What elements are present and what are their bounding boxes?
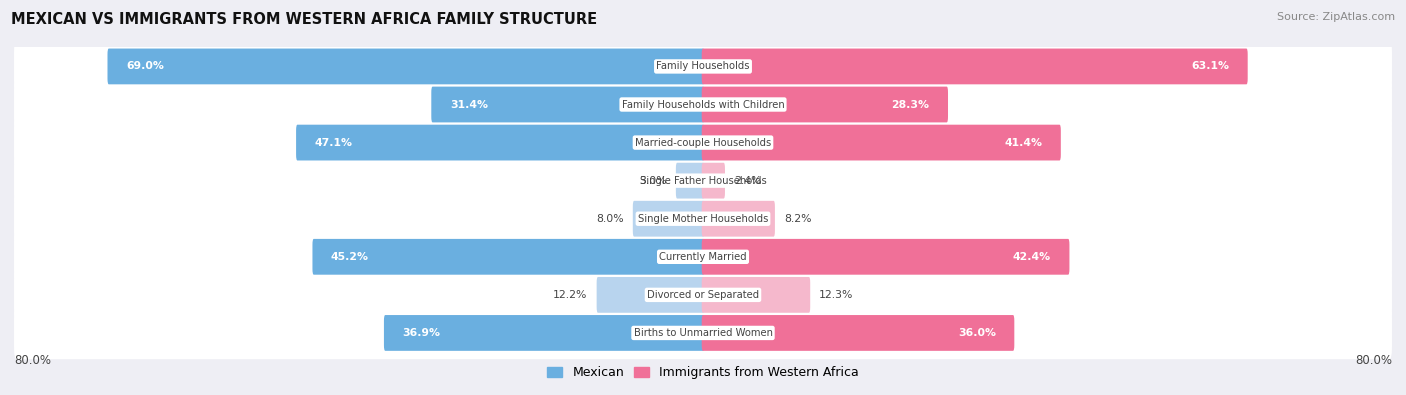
FancyBboxPatch shape (14, 40, 1392, 93)
Text: Single Mother Households: Single Mother Households (638, 214, 768, 224)
Text: 2.4%: 2.4% (734, 176, 762, 186)
Text: Single Father Households: Single Father Households (640, 176, 766, 186)
Text: Married-couple Households: Married-couple Households (636, 137, 770, 148)
Text: 45.2%: 45.2% (330, 252, 368, 262)
FancyBboxPatch shape (702, 201, 775, 237)
Text: Divorced or Separated: Divorced or Separated (647, 290, 759, 300)
Text: 28.3%: 28.3% (891, 100, 929, 109)
FancyBboxPatch shape (14, 116, 1392, 169)
FancyBboxPatch shape (633, 201, 704, 237)
Text: Family Households: Family Households (657, 62, 749, 71)
FancyBboxPatch shape (702, 87, 948, 122)
FancyBboxPatch shape (702, 125, 1060, 160)
Text: 36.9%: 36.9% (402, 328, 440, 338)
FancyBboxPatch shape (702, 163, 725, 199)
FancyBboxPatch shape (702, 49, 1247, 84)
FancyBboxPatch shape (297, 125, 704, 160)
Text: Births to Unmarried Women: Births to Unmarried Women (634, 328, 772, 338)
Text: Family Households with Children: Family Households with Children (621, 100, 785, 109)
Text: 80.0%: 80.0% (14, 354, 51, 367)
FancyBboxPatch shape (702, 315, 1014, 351)
Legend: Mexican, Immigrants from Western Africa: Mexican, Immigrants from Western Africa (543, 361, 863, 384)
FancyBboxPatch shape (432, 87, 704, 122)
Text: Currently Married: Currently Married (659, 252, 747, 262)
FancyBboxPatch shape (14, 154, 1392, 207)
Text: 69.0%: 69.0% (127, 62, 165, 71)
FancyBboxPatch shape (596, 277, 704, 313)
Text: 42.4%: 42.4% (1012, 252, 1050, 262)
FancyBboxPatch shape (384, 315, 704, 351)
FancyBboxPatch shape (702, 277, 810, 313)
FancyBboxPatch shape (14, 231, 1392, 283)
Text: 36.0%: 36.0% (957, 328, 995, 338)
Text: 41.4%: 41.4% (1004, 137, 1042, 148)
Text: 12.3%: 12.3% (820, 290, 853, 300)
Text: 12.2%: 12.2% (553, 290, 588, 300)
Text: Source: ZipAtlas.com: Source: ZipAtlas.com (1277, 12, 1395, 22)
FancyBboxPatch shape (702, 239, 1070, 275)
FancyBboxPatch shape (14, 192, 1392, 245)
Text: MEXICAN VS IMMIGRANTS FROM WESTERN AFRICA FAMILY STRUCTURE: MEXICAN VS IMMIGRANTS FROM WESTERN AFRIC… (11, 12, 598, 27)
FancyBboxPatch shape (14, 78, 1392, 131)
Text: 3.0%: 3.0% (640, 176, 666, 186)
FancyBboxPatch shape (676, 163, 704, 199)
FancyBboxPatch shape (107, 49, 704, 84)
Text: 8.2%: 8.2% (785, 214, 811, 224)
FancyBboxPatch shape (14, 269, 1392, 321)
Text: 31.4%: 31.4% (450, 100, 488, 109)
FancyBboxPatch shape (312, 239, 704, 275)
FancyBboxPatch shape (14, 307, 1392, 359)
Text: 8.0%: 8.0% (596, 214, 624, 224)
Text: 80.0%: 80.0% (1355, 354, 1392, 367)
Text: 63.1%: 63.1% (1191, 62, 1229, 71)
Text: 47.1%: 47.1% (315, 137, 353, 148)
